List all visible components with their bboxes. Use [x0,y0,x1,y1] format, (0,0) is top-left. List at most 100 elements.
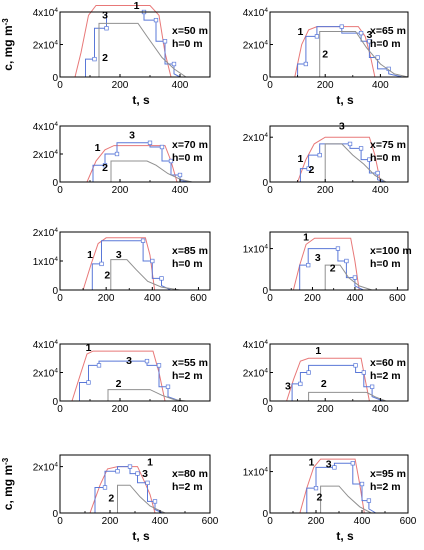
curve-label-2: 2 [104,269,110,281]
y-tick-label: 2x104 [33,227,59,239]
x-tick-label: 0 [267,185,273,196]
curve-label-2: 2 [116,378,122,390]
y-tick-exponent: 4 [264,467,268,474]
series-line-2 [90,389,187,402]
y-tick-label: 0 [262,73,268,84]
curve-label-1: 1 [95,142,101,154]
y-tick-exponent: 4 [264,339,268,346]
series-marker-3 [347,141,353,147]
panel-annotation: x=55 m [172,357,208,369]
x-tick-label: 600 [202,516,219,527]
panel-annotation: x=50 m [172,25,208,37]
panel-annotation: h=2 m [370,370,401,382]
curve-label-3: 3 [129,130,135,142]
curve-label-3: 3 [366,29,372,41]
curve-label-3: 3 [315,252,321,264]
curve-label-1: 1 [303,231,309,243]
series-marker-3 [86,380,91,385]
x-tick-label: 600 [389,293,406,304]
curve-label-3: 3 [126,355,132,367]
panel-annotation: h=2 m [172,370,203,382]
x-tick-label: 200 [112,185,129,196]
y-tick-label: 1x104 [243,244,269,256]
series-marker-3 [350,461,355,466]
y-tick-label: 0 [52,286,58,297]
panel-annotation: x=65 m [370,25,406,37]
series-line-1 [74,5,172,78]
y-tick-label: 0 [262,286,268,297]
y-tick-label: 0 [52,178,58,189]
x-tick-label: 400 [172,404,189,415]
series-marker-3 [165,384,171,389]
panel-annotation: h=0 m [370,38,401,50]
panel-10: 0 200 400 600 0 1x104 t, s x=95 mh=2 m 1 3 2 [243,454,417,543]
curve-label-1: 1 [87,249,93,261]
y-tick-exponent: 4 [54,227,58,234]
series-line-2 [94,259,181,291]
y-tick-label: 2x104 [33,149,59,161]
y-tick-exponent: 4 [54,149,58,156]
x-tick-label: 400 [372,185,389,196]
y-tick-label: 2x104 [243,368,269,380]
y-tick-exponent: 4 [54,121,58,128]
x-tick-label: 600 [400,516,417,527]
x-tick-label: 400 [172,80,189,91]
x-tick-label: 200 [98,293,115,304]
y-tick-label: 0 [262,397,268,408]
panel-annotation: h=2 m [172,481,203,493]
panel-9: 0 200 400 600 0 2x104 t, s c, mg m-3 x=80 mh=2 m… [1,454,219,543]
series-marker-3 [335,246,341,251]
curve-label-1: 1 [147,456,153,468]
series-line-2 [304,264,373,291]
y-tick-exponent: 4 [54,40,58,47]
panel-annotation: x=100 m [370,245,412,257]
panel-1: 0 200 400 0 2x104 4x104 t, s c, mg m-3 x=50 mh=0… [1,0,211,107]
x-tick-label: 400 [152,516,169,527]
curve-label-3: 3 [102,10,108,22]
panel-5: 0 200 400 600 0 1x104 2x104 x=85 mh=0 m 1 32 [33,227,211,304]
panel-annotation: x=80 m [172,468,208,480]
x-tick-label: 200 [304,293,321,304]
x-tick-label: 200 [102,516,119,527]
y-tick-label: 0 [52,509,58,520]
series-line-1 [297,136,381,183]
x-tick-label: 0 [267,80,273,91]
series-line-2 [297,31,409,78]
panel-annotation: h=0 m [172,38,203,50]
series-line-1 [82,237,156,291]
series-marker-3 [306,166,311,171]
x-tick-label: 0 [57,293,63,304]
x-axis-label: t, s [336,529,354,543]
series-marker-3 [147,140,153,145]
series-marker-3 [361,370,366,375]
series-marker-3 [159,276,164,281]
panel-3: 0 200 400 0 2x104 4x104 x=70 mh=0 m 3 12 [33,121,211,196]
series-marker-3 [102,485,108,490]
panel-4: 0 200 400 0 2x104 x=75 mh=0 m 3 12 [243,120,409,196]
series-marker-3 [115,469,120,474]
y-tick-label: 4x104 [33,121,59,133]
y-tick-label: 4x104 [243,7,269,19]
x-axis-label: t, s [132,529,150,543]
y-tick-label: 0 [52,73,58,84]
y-tick-label: 0 [262,509,268,520]
series-marker-3 [369,384,375,389]
series-marker-3 [303,61,309,67]
panel-annotation: x=95 m [370,468,406,480]
x-tick-label: 400 [144,293,161,304]
curve-label-2: 2 [102,52,108,64]
curve-label-2: 2 [321,378,327,390]
series-line-1 [292,237,360,291]
panel-annotation: h=0 m [172,152,203,164]
series-marker-3 [358,30,364,36]
series-line-1 [286,357,370,402]
curve-label-1: 1 [315,345,321,357]
series-marker-3 [168,158,174,164]
y-tick-exponent: 4 [54,462,58,469]
series-line-3 [293,248,364,291]
y-tick-exponent: 4 [264,368,268,375]
series-line-2 [303,143,387,183]
panel-annotation: x=85 m [172,245,208,257]
x-tick-label: 600 [190,293,207,304]
